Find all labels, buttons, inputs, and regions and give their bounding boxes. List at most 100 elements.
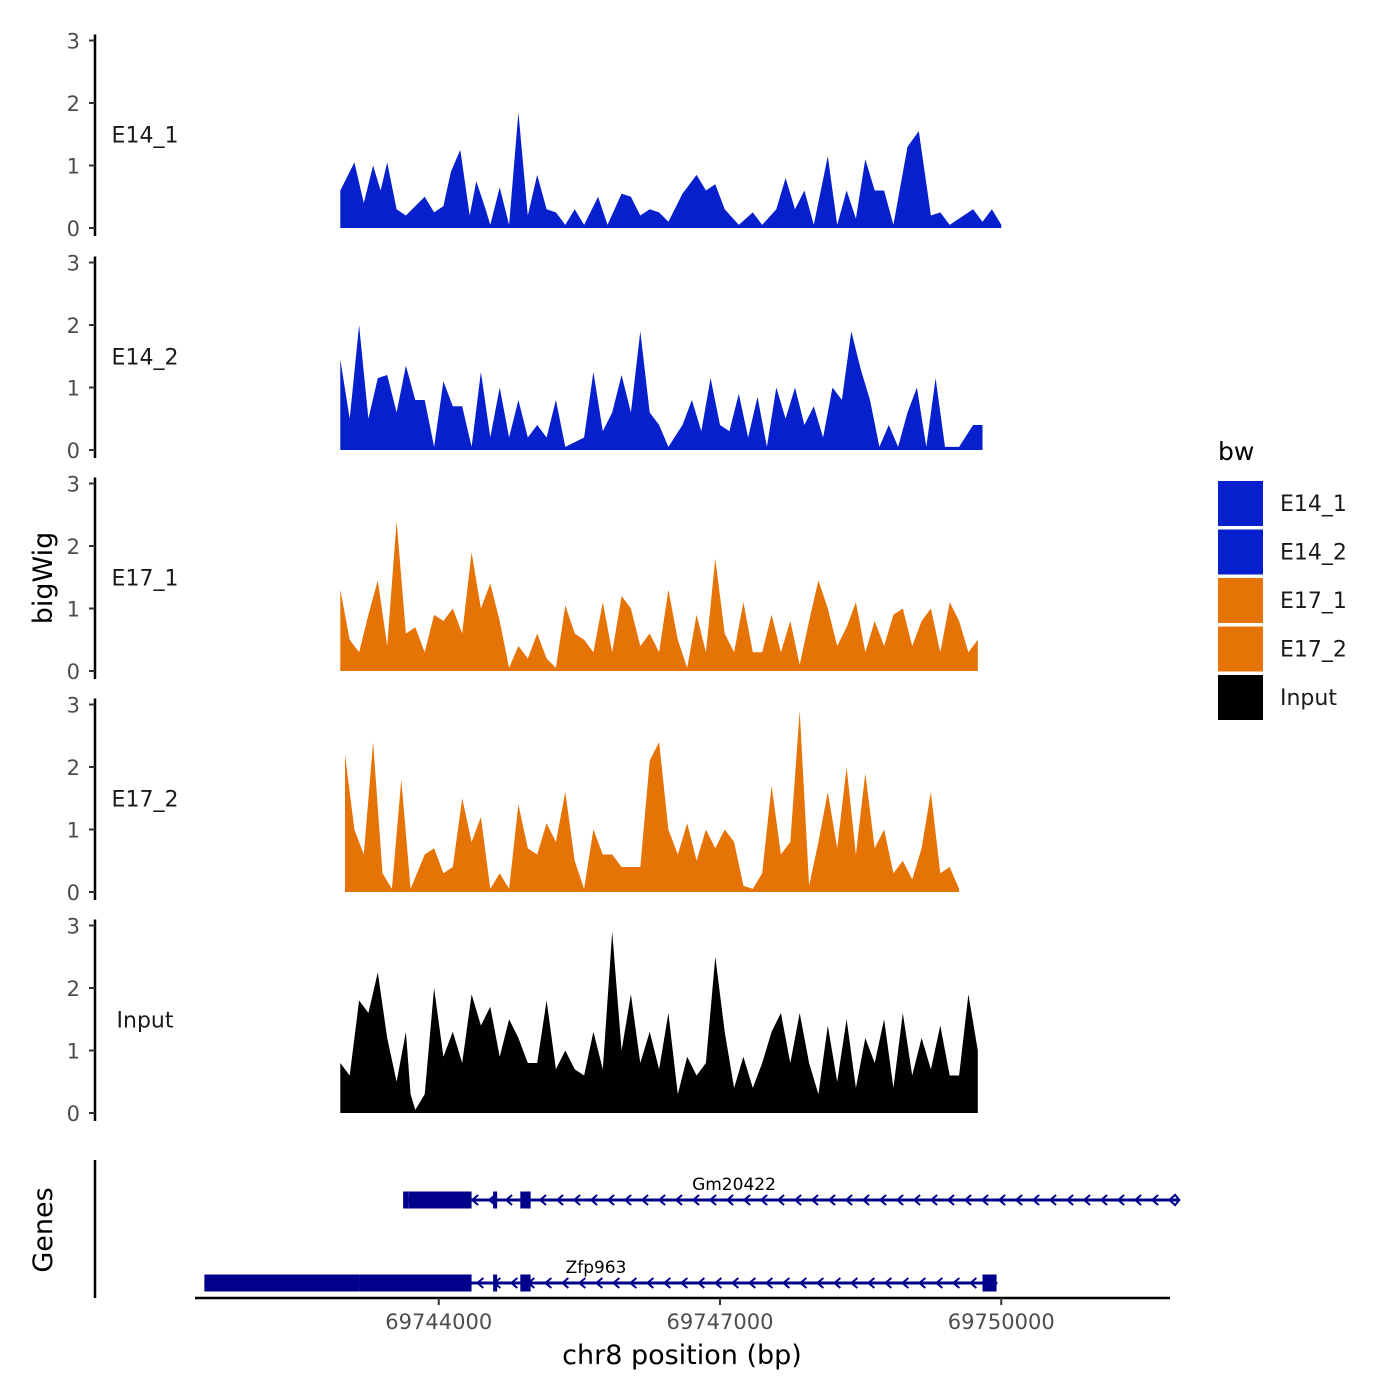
x-tick-label: 69750000 [948, 1310, 1055, 1334]
strand-chevron [951, 1277, 961, 1289]
legend-label-e17-1: E17_1 [1280, 589, 1347, 614]
strand-chevron [1167, 1194, 1176, 1206]
x-axis-title: chr8 position (bp) [562, 1340, 802, 1371]
strand-chevron [917, 1277, 927, 1289]
strand-chevron [1173, 1193, 1181, 1207]
track-label-input: Input [117, 1008, 174, 1033]
strand-chevron [849, 1277, 859, 1289]
track-label-e14-1: E14_1 [112, 123, 179, 148]
signal-area-input [340, 931, 978, 1113]
gene-zfp963: Zfp963 [204, 1258, 998, 1292]
gene-label: Zfp963 [566, 1258, 627, 1278]
gene-exon [204, 1274, 360, 1292]
strand-chevron [674, 1194, 683, 1206]
gene-exon [982, 1274, 997, 1292]
y-tick-label: 1 [67, 155, 80, 179]
y-tick-label: 0 [67, 881, 80, 905]
strand-chevron [725, 1194, 734, 1206]
strand-chevron [866, 1277, 876, 1289]
track-label-e17-2: E17_2 [112, 787, 179, 812]
y-tick-label: 3 [67, 30, 80, 54]
gene-label: Gm20422 [692, 1175, 776, 1195]
strand-chevron [968, 1277, 978, 1289]
y-tick-label: 0 [67, 439, 80, 463]
strand-chevron [815, 1277, 825, 1289]
strand-chevron [504, 1194, 513, 1206]
legend-swatch-e14-2 [1218, 529, 1263, 575]
legend-swatch-e17-2 [1218, 626, 1263, 672]
legend-label-input: Input [1280, 686, 1337, 711]
strand-chevron [560, 1277, 570, 1289]
legend-label-e17-2: E17_2 [1280, 638, 1347, 663]
strand-chevron [1116, 1194, 1125, 1206]
legend-swatch-e17-1 [1218, 578, 1263, 623]
y-tick-label: 1 [67, 377, 80, 401]
signal-area-e17-1 [340, 521, 978, 671]
strand-chevron [1031, 1194, 1040, 1206]
y-tick-label: 2 [67, 92, 80, 116]
gene-exon [493, 1274, 498, 1292]
strand-chevron [1133, 1194, 1142, 1206]
y-tick-label: 2 [67, 535, 80, 559]
strand-chevron [759, 1194, 768, 1206]
gene-exon [520, 1274, 531, 1292]
legend-label-e14-2: E14_2 [1280, 541, 1347, 566]
strand-chevron [798, 1277, 808, 1289]
gene-exon [403, 1191, 409, 1209]
strand-chevron [606, 1194, 615, 1206]
strand-chevron [946, 1194, 955, 1206]
strand-chevron [1082, 1194, 1091, 1206]
strand-chevron [997, 1194, 1006, 1206]
strand-chevron [611, 1277, 621, 1289]
panel-e14-1: 0 1 2 3 E14_1 [67, 30, 1002, 241]
strand-chevron [900, 1277, 910, 1289]
strand-chevron [883, 1277, 893, 1289]
strand-chevron [1099, 1194, 1108, 1206]
strand-chevron [1014, 1194, 1023, 1206]
strand-chevron [555, 1194, 564, 1206]
strand-chevron [696, 1277, 706, 1289]
strand-chevron [747, 1277, 757, 1289]
strand-chevron [1048, 1194, 1057, 1206]
strand-chevron [713, 1277, 723, 1289]
signal-area-e14-2 [340, 325, 983, 450]
strand-chevron [827, 1194, 836, 1206]
legend-title: bw [1218, 437, 1254, 466]
strand-chevron [628, 1277, 638, 1289]
strand-chevron [572, 1194, 581, 1206]
legend-swatch-e14-1 [1218, 481, 1263, 526]
y-tick-label: 2 [67, 756, 80, 780]
strand-chevron [1065, 1194, 1074, 1206]
gene-exon [493, 1191, 498, 1209]
genes-track-title: Genes [28, 1187, 59, 1272]
y-tick-label: 1 [67, 598, 80, 622]
y-tick-label: 2 [67, 314, 80, 338]
gene-exon [359, 1274, 472, 1292]
strand-chevron [878, 1194, 887, 1206]
x-axis: 69744000 69747000 69750000 [195, 1296, 1170, 1334]
y-tick-label: 1 [67, 819, 80, 843]
strand-chevron [1150, 1194, 1159, 1206]
signal-panels: 0 1 2 3 E14_1 0 1 2 3 E14_2 0 1 2 3 E17_1 0 1 2 3 E17_2 0 1 2 3… [67, 30, 1002, 1126]
strand-chevron [589, 1194, 598, 1206]
y-tick-label: 2 [67, 977, 80, 1001]
strand-chevron [577, 1277, 587, 1289]
strand-chevron [691, 1194, 700, 1206]
panel-e17-2: 0 1 2 3 E17_2 [67, 694, 960, 905]
strand-chevron [963, 1194, 972, 1206]
strand-chevron [810, 1194, 819, 1206]
panel-e14-2: 0 1 2 3 E14_2 [67, 252, 983, 463]
strand-chevron [679, 1277, 689, 1289]
strand-chevron [470, 1194, 479, 1206]
strand-chevron [832, 1277, 842, 1289]
strand-chevron [475, 1277, 485, 1289]
strand-chevron [623, 1194, 632, 1206]
track-label-e17-1: E17_1 [112, 566, 179, 591]
y-tick-label: 3 [67, 694, 80, 718]
strand-chevron [980, 1194, 989, 1206]
strand-chevron [657, 1194, 666, 1206]
strand-chevron [538, 1194, 547, 1206]
genes-track: Gm20422 Zfp963 [93, 1160, 1181, 1298]
x-tick-label: 69747000 [667, 1310, 774, 1334]
strand-chevron [645, 1277, 655, 1289]
